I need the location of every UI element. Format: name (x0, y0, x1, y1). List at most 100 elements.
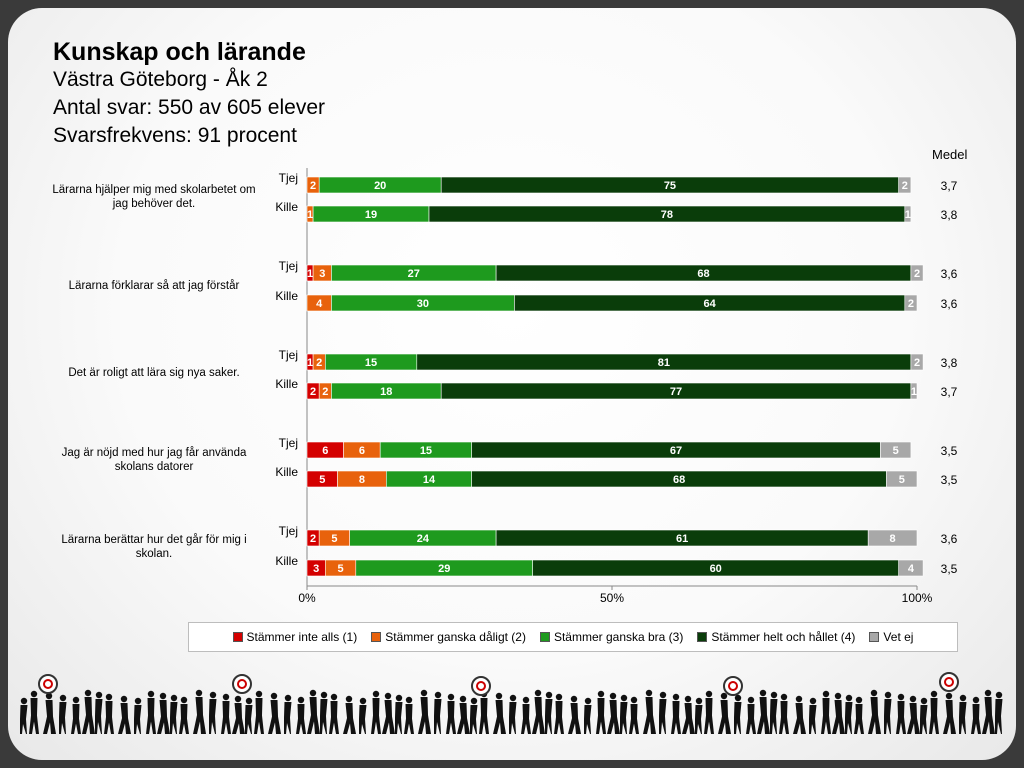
question-3-text: Det är roligt att lära sig nya saker. (68, 367, 240, 379)
person-body (446, 701, 456, 734)
data-label-q3-tjej-vet-ej: 2 (914, 357, 920, 369)
person-head (270, 692, 278, 700)
person-body (95, 699, 103, 734)
person-body (682, 703, 695, 734)
person-body (193, 697, 206, 734)
person-body (809, 705, 817, 734)
data-label-q2-tjej-inte-alls: 1 (307, 268, 313, 280)
person-body (43, 700, 56, 734)
person-head (470, 697, 478, 705)
person-body (59, 702, 67, 734)
legend-label-helt: Stämmer helt och hållet (4) (711, 630, 856, 644)
person-head (720, 692, 728, 700)
person-head (420, 689, 428, 697)
bar-segment-q2-tjej-vet-ej (910, 264, 924, 282)
person-body (734, 702, 742, 734)
person-body (268, 700, 281, 734)
stacked-bar-chart: Tjej3,70220752Kille3,80119781Tjej3,61327… (275, 168, 958, 605)
person-head (620, 694, 628, 702)
person-body (179, 704, 189, 734)
data-label-q4-kille-daligt: 8 (359, 474, 365, 486)
person-body (943, 700, 956, 734)
bar-segment-q3-tjej-vet-ej (910, 353, 924, 371)
data-label-q2-tjej-vet-ej: 2 (914, 268, 920, 280)
person-head (95, 691, 103, 699)
person-head (995, 691, 1003, 699)
medel-value-q1-kille: 3,8 (941, 208, 958, 222)
person-body (907, 703, 920, 734)
row-label-q5-tjej: Tjej (279, 524, 298, 538)
response-rate-subtitle: Svarsfrekvens: 91 procent (53, 124, 297, 147)
person-head (434, 691, 442, 699)
bar-segment-q5-tjej-vet-ej (867, 529, 918, 547)
data-label-q3-kille-daligt: 2 (322, 386, 328, 398)
person-body (209, 699, 217, 734)
legend-swatch-helt (697, 632, 708, 642)
data-label-q4-tjej-vet-ej: 5 (893, 445, 899, 457)
person-body (221, 701, 231, 734)
data-label-q3-kille-inte-alls: 2 (310, 386, 316, 398)
person-body (493, 700, 506, 734)
question-2-text: Lärarna förklarar så att jag förstår (68, 280, 240, 292)
bar-segment-q3-kille-vet-ej (910, 382, 918, 400)
row-label-q2-kille: Kille (275, 289, 298, 303)
person-head (45, 692, 53, 700)
legend-item-daligt: Stämmer ganska dåligt (2) (371, 630, 526, 644)
legend-swatch-bra (539, 632, 550, 642)
person-body (971, 704, 981, 734)
legend-label-vet-ej: Vet ej (883, 630, 914, 644)
person-head (359, 697, 367, 705)
person-head (372, 690, 380, 698)
row-label-q2-tjej: Tjej (279, 259, 298, 273)
page-title: Kunskap och lärande (53, 38, 306, 66)
data-label-q4-kille-bra: 14 (423, 474, 436, 486)
person-body (832, 700, 845, 734)
question-1-text: Lärarna hjälper mig med skolarbetet om j… (52, 184, 256, 210)
person-head (705, 690, 713, 698)
person-body (695, 705, 703, 734)
person-body (395, 702, 403, 734)
person-head (320, 691, 328, 699)
person-body (307, 697, 320, 734)
data-label-q5-tjej-inte-alls: 2 (310, 533, 316, 545)
data-label-q4-tjej-bra: 15 (420, 445, 432, 457)
person-body (554, 701, 564, 734)
row-label-q3-kille: Kille (275, 377, 298, 391)
bar-segment-q4-kille-vet-ej (886, 470, 918, 488)
person-body (629, 704, 639, 734)
bar-segment-q2-kille-vet-ej (904, 294, 918, 312)
person-head (630, 696, 638, 704)
person-head (984, 689, 992, 697)
person-body (382, 700, 395, 734)
person-body (434, 699, 442, 734)
person-body (82, 697, 95, 734)
person-head (297, 696, 305, 704)
bar-segment-q1-tjej-vet-ej (898, 176, 912, 194)
person-head (672, 693, 680, 701)
legend-item-helt: Stämmer helt och hållet (4) (697, 630, 855, 644)
person-body (596, 698, 606, 734)
data-label-q5-tjej-bra: 24 (417, 533, 430, 545)
person-head (780, 693, 788, 701)
row-label-q1-tjej: Tjej (279, 171, 298, 185)
person-head (959, 694, 967, 702)
person-body (343, 703, 356, 734)
person-body (29, 698, 39, 734)
person-head (884, 691, 892, 699)
data-label-q2-kille-bra: 30 (417, 298, 429, 310)
person-head (522, 696, 530, 704)
person-body (770, 699, 778, 734)
data-label-q1-kille-helt: 78 (661, 209, 673, 221)
person-head (495, 692, 503, 700)
row-label-q1-kille: Kille (275, 200, 298, 214)
person-body (509, 702, 517, 734)
person-body (845, 702, 853, 734)
person-head (30, 690, 38, 698)
person-head (447, 693, 455, 701)
data-label-q1-tjej-bra: 20 (374, 180, 386, 192)
person-head (695, 697, 703, 705)
person-head (159, 692, 167, 700)
medel-value-q4-kille: 3,5 (941, 473, 958, 487)
person-body (146, 698, 156, 734)
person-body (479, 698, 489, 734)
